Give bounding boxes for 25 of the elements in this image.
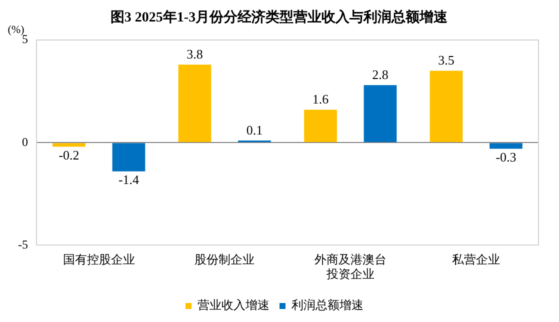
- y-tick-label: -5: [18, 237, 28, 252]
- data-label: 3.8: [186, 46, 203, 62]
- x-tick-label: 股份制企业: [194, 252, 255, 267]
- bar: [364, 85, 397, 142]
- bar: [490, 143, 522, 149]
- data-label: 1.6: [312, 92, 330, 107]
- x-tick-label: 国有控股企业: [62, 252, 135, 267]
- data-label: 0.1: [246, 122, 263, 138]
- data-label: -0.2: [58, 148, 80, 163]
- legend-label: 利润总额增速: [292, 298, 364, 312]
- y-axis-title: (%): [8, 24, 25, 36]
- data-label: 2.8: [372, 67, 388, 82]
- chart-title: 图3 2025年1-3月份分经济类型营业收入与利润总额增速: [110, 8, 449, 26]
- bar: [52, 143, 86, 147]
- bar: [304, 110, 337, 142]
- data-label: -0.3: [496, 150, 516, 165]
- data-label: 3.5: [438, 52, 454, 68]
- y-tick-label: 0: [22, 134, 28, 149]
- data-label: -1.4: [118, 172, 140, 188]
- bar: [112, 143, 146, 172]
- legend-label: 营业收入增速: [198, 298, 270, 312]
- bar: [430, 70, 463, 142]
- x-tick-label: 外商及港澳台投资企业: [314, 252, 386, 281]
- bar: [178, 64, 212, 142]
- x-tick-label: 私营企业: [452, 252, 500, 267]
